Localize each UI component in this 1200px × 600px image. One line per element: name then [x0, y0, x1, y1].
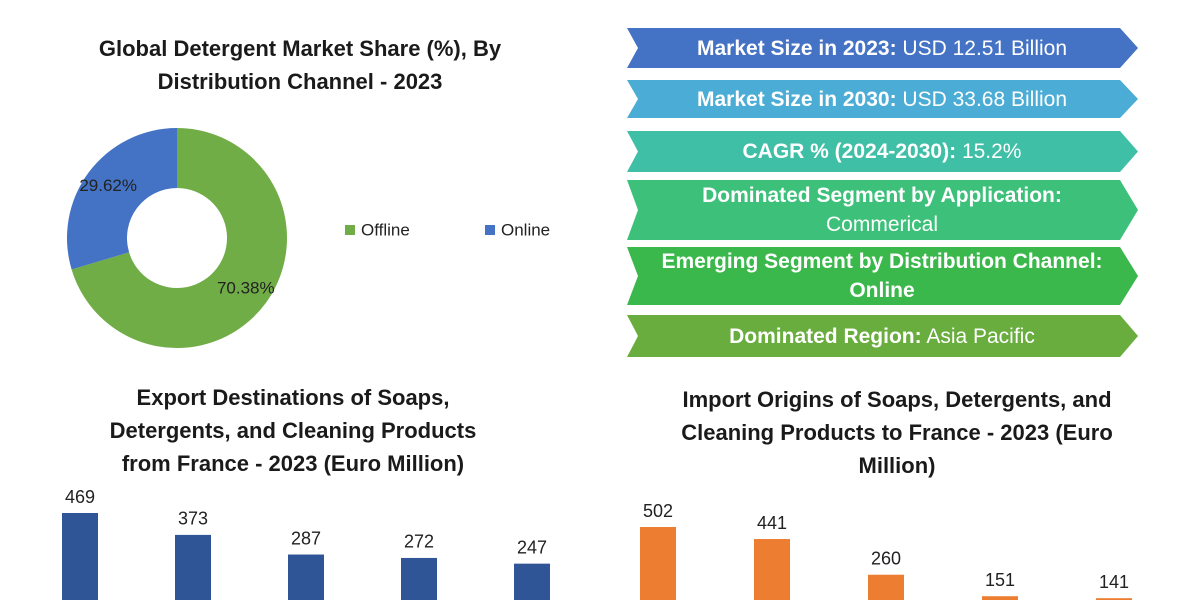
banner-content: Dominated Segment by Application: Commer…	[652, 181, 1112, 239]
banner-value: Asia Pacific	[926, 324, 1035, 348]
banner-content: Market Size in 2030: USD 33.68 Billion	[697, 85, 1067, 114]
chart-title: Import Origins of Soaps, Detergents, and…	[681, 387, 1113, 478]
banner-text: Dominated Region: Asia Pacific	[652, 315, 1112, 357]
donut-slice	[71, 128, 288, 349]
banner-value: Commerical	[825, 213, 938, 236]
banner-label: Dominated Region:	[729, 324, 922, 348]
legend-label: Online	[501, 220, 550, 239]
banner-label: Emerging Segment by Distribution Channel…	[661, 250, 1103, 302]
banner-value: USD 33.68 Billion	[902, 87, 1068, 111]
data-label: 29.62%	[79, 176, 137, 195]
chart-title: Global Detergent Market Share (%), By Di…	[98, 36, 502, 94]
data-label: 272	[404, 532, 434, 552]
banner-label: Dominated Segment by Application:	[702, 184, 1062, 207]
legend-swatch	[345, 225, 355, 235]
banner-content: Emerging Segment by Distribution Channel…	[652, 247, 1112, 305]
bar	[62, 513, 98, 600]
bar	[175, 534, 211, 600]
banner-arrow	[627, 247, 1138, 305]
data-label: 260	[871, 548, 901, 568]
bar	[982, 596, 1018, 600]
banner-arrow	[627, 131, 1138, 172]
banner-value: USD 12.51 Billion	[902, 36, 1068, 60]
banner-label: CAGR % (2024-2030):	[742, 140, 957, 163]
banner-text: Market Size in 2023: USD 12.51 Billion	[652, 28, 1112, 68]
bar	[1096, 598, 1132, 600]
banner-arrow	[627, 180, 1138, 240]
banner-content: Market Size in 2023: USD 12.51 Billion	[697, 34, 1067, 63]
banner-text: CAGR % (2024-2030): 15.2%	[652, 131, 1112, 172]
bar	[640, 527, 676, 600]
data-label: 151	[985, 570, 1015, 590]
bar	[868, 574, 904, 600]
data-label: 441	[757, 513, 787, 533]
banner-text: Emerging Segment by Distribution Channel…	[652, 247, 1112, 305]
chart-title: Export Destinations of Soaps, Detergents…	[109, 385, 477, 476]
banner-content: Dominated Region: Asia Pacific	[729, 322, 1035, 351]
legend-swatch	[485, 225, 495, 235]
data-label: 502	[643, 501, 673, 521]
donut-slice	[66, 128, 177, 270]
banner-arrow	[627, 315, 1138, 357]
banner-text: Dominated Segment by Application: Commer…	[652, 180, 1112, 240]
banner-label: Market Size in 2023:	[696, 36, 897, 60]
bar	[401, 557, 437, 600]
bar	[754, 539, 790, 600]
banner-label: Market Size in 2030:	[696, 87, 897, 111]
legend-label: Offline	[361, 220, 410, 239]
banner-arrow	[627, 80, 1138, 118]
bar	[288, 554, 324, 600]
banner-content: CAGR % (2024-2030): 15.2%	[743, 137, 1022, 166]
data-label: 247	[517, 537, 547, 557]
bar	[514, 563, 550, 600]
banner-text: Market Size in 2030: USD 33.68 Billion	[652, 80, 1112, 118]
data-label: 70.38%	[217, 279, 275, 298]
data-label: 287	[291, 528, 321, 548]
data-label: 141	[1099, 572, 1129, 592]
banner-arrow	[627, 28, 1138, 68]
banner-value: 15.2%	[961, 140, 1022, 163]
data-label: 373	[178, 509, 208, 529]
data-label: 469	[65, 487, 95, 507]
